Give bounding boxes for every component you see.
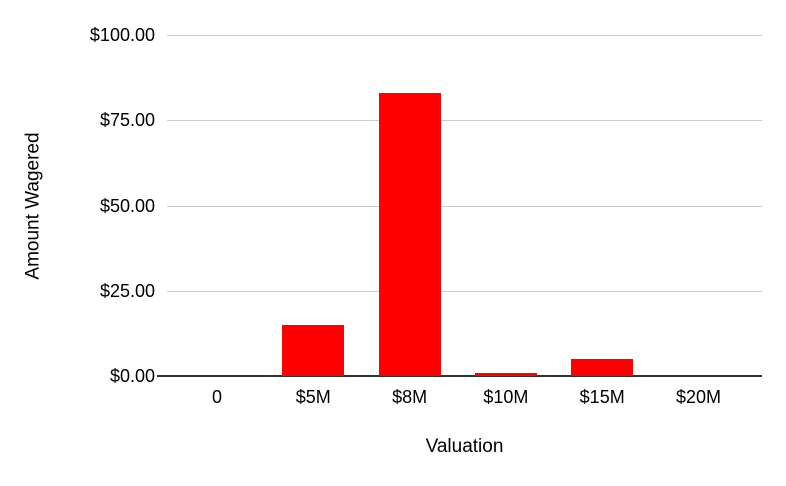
y-tick-label: $100.00 [89, 25, 155, 45]
gridline [167, 120, 762, 122]
x-tick-label: 0 [211, 387, 222, 407]
y-tick-label: $25.00 [99, 280, 155, 301]
bar [474, 372, 537, 376]
gridline [167, 290, 762, 292]
y-tick-label: $0.00 [109, 366, 155, 386]
bar [571, 358, 634, 376]
bar [378, 92, 441, 376]
x-axis-title: Valuation [425, 436, 504, 457]
y-tick-label: $50.00 [99, 195, 155, 216]
bar [282, 324, 345, 376]
x-tick-label: $10M [483, 387, 529, 407]
gridline [167, 205, 762, 207]
plot-area [157, 35, 762, 377]
gridline [167, 35, 762, 36]
y-tick-label: $75.00 [99, 110, 155, 131]
x-tick-label: $8M [392, 387, 428, 407]
x-tick-label: $20M [675, 387, 721, 407]
x-tick-label: $5M [295, 387, 331, 407]
x-tick-label: $15M [579, 387, 625, 407]
x-axis-line [157, 375, 762, 377]
